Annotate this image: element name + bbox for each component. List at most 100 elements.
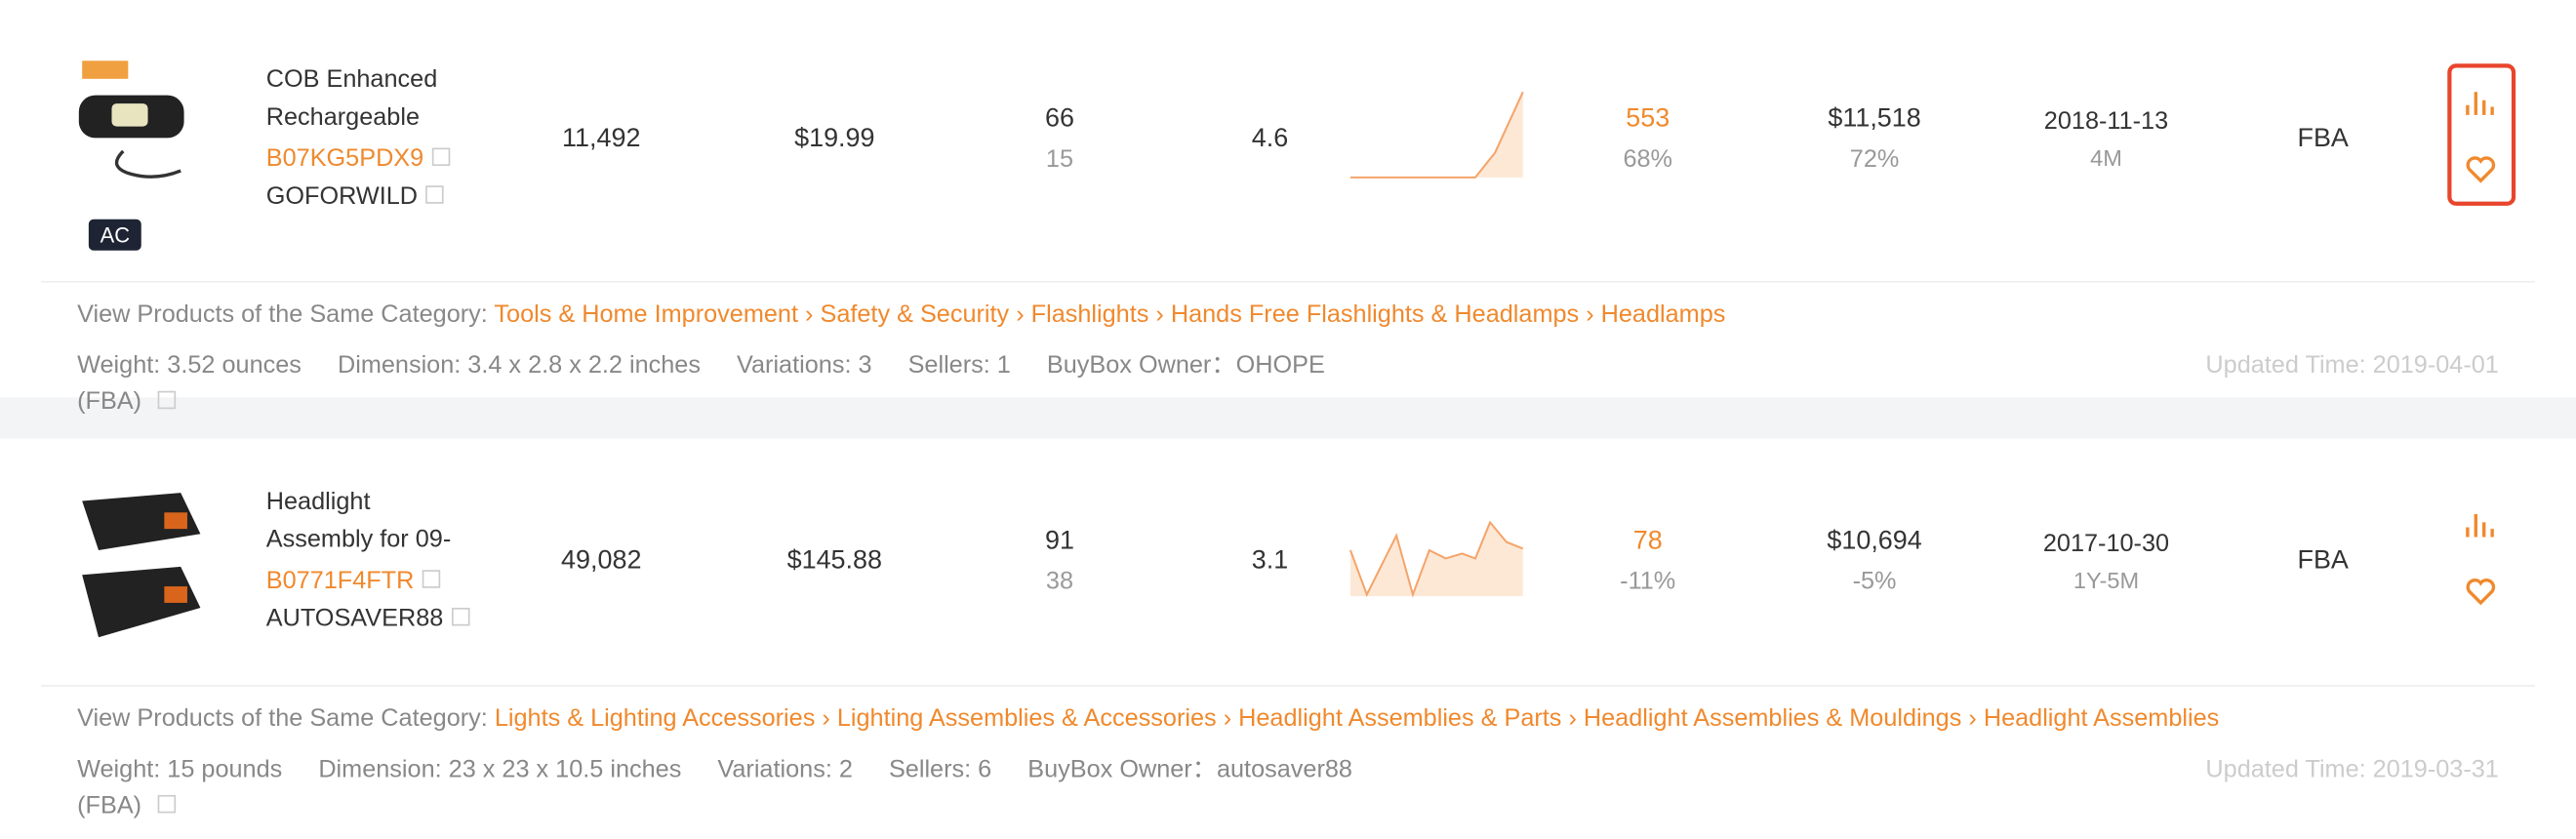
price: $145.88 xyxy=(786,546,883,576)
separator: › xyxy=(822,704,830,733)
sparkline xyxy=(1349,91,1524,179)
sparkline-area xyxy=(1349,92,1523,178)
detail: Sellers: 1 xyxy=(907,351,1011,380)
product-image xyxy=(82,493,201,551)
category-link[interactable]: Headlight Assemblies & Parts xyxy=(1238,704,1562,733)
sales: 11,492 xyxy=(562,124,641,153)
detail: Dimension: 3.4 x 2.8 x 2.2 inches xyxy=(337,351,701,380)
product-info: View Products of the Same Category: Tool… xyxy=(77,298,2499,420)
separator: › xyxy=(1568,704,1577,733)
product-image xyxy=(82,566,201,638)
category-path: View Products of the Same Category: Tool… xyxy=(77,298,2499,334)
category-link[interactable]: Hands Free Flashlights & Headlamps xyxy=(1170,300,1580,329)
launch-date: 2017-10-30 xyxy=(2042,529,2170,558)
divider xyxy=(41,685,2535,687)
category-link[interactable]: Headlight Assemblies & Mouldings xyxy=(1583,704,1962,733)
chart-icon[interactable] xyxy=(2466,92,2494,115)
category-link[interactable]: Headlamps xyxy=(1600,300,1726,329)
separator: › xyxy=(805,300,814,329)
rating: 3.1 xyxy=(1251,546,1289,576)
reviews-change: 38 xyxy=(1045,567,1074,596)
price: $19.99 xyxy=(794,124,875,153)
category-link[interactable]: Lights & Lighting Accessories xyxy=(494,704,816,733)
reviews: 66 xyxy=(1044,104,1074,134)
revenue: $10,694 xyxy=(1827,527,1922,556)
orders-change: -11% xyxy=(1620,567,1676,596)
revenue: $11,518 xyxy=(1828,104,1921,134)
product-image xyxy=(111,103,148,127)
detail: Variations: 3 xyxy=(737,351,872,380)
category-link[interactable]: Safety & Security xyxy=(820,300,1010,329)
category-label: View Products of the Same Category: xyxy=(77,704,488,733)
separator: › xyxy=(1223,704,1232,733)
detail: Weight: 15 pounds xyxy=(77,755,283,784)
favorite-icon[interactable] xyxy=(2466,156,2496,183)
asin: B0771F4FTR xyxy=(265,566,415,595)
detail: BuyBox Owner：autosaver88 (FBA) xyxy=(77,755,1352,820)
category-path: View Products of the Same Category: Ligh… xyxy=(77,701,2499,738)
external-icon xyxy=(157,794,177,814)
category-link[interactable]: Flashlights xyxy=(1030,300,1149,329)
details: Weight: 3.52 ounces Dimension: 3.4 x 2.8 … xyxy=(77,348,2499,420)
product-title: Rechargeable xyxy=(265,103,421,132)
chart-icon[interactable] xyxy=(2466,513,2494,538)
details: Weight: 15 pounds Dimension: 23 x 23 x 10… xyxy=(77,752,2499,824)
age: 4M xyxy=(2090,144,2122,172)
sparkline xyxy=(1349,520,1524,598)
category-link[interactable]: Headlight Assemblies xyxy=(1983,704,2220,733)
asin: B07KG5PDX9 xyxy=(265,144,424,173)
asin-link[interactable]: B0771F4FTR xyxy=(265,566,441,595)
detail-list: Weight: 3.52 ounces Dimension: 3.4 x 2.8 … xyxy=(77,348,1430,420)
favorite-icon[interactable] xyxy=(2466,579,2496,606)
product-image xyxy=(164,512,187,530)
selected-outline xyxy=(2447,63,2516,206)
detail: Dimension: 23 x 23 x 10.5 inches xyxy=(318,755,682,784)
divider xyxy=(41,280,2535,283)
product-image xyxy=(164,586,187,603)
reviews-change: 15 xyxy=(1045,145,1074,174)
brand: GOFORWILD xyxy=(266,182,444,211)
category-label: View Products of the Same Category: xyxy=(77,300,488,329)
fulfillment: FBA xyxy=(2297,546,2349,576)
badge: AC xyxy=(88,219,141,251)
image-ribbon xyxy=(82,60,129,79)
orders: 78 xyxy=(1632,527,1663,556)
sparkline-area xyxy=(1349,522,1523,597)
revenue-change: 72% xyxy=(1849,145,1900,174)
separator: › xyxy=(1155,300,1164,329)
asin-link[interactable]: B07KG5PDX9 xyxy=(265,144,451,173)
external-icon xyxy=(451,607,470,626)
orders: 553 xyxy=(1626,104,1670,134)
external-icon xyxy=(425,185,444,204)
category-link[interactable]: Tools & Home Improvement xyxy=(494,300,799,329)
external-icon xyxy=(157,390,177,410)
updated-time: Updated Time: 2019-03-31 xyxy=(2205,755,2499,784)
updated-time: Updated Time: 2019-04-01 xyxy=(2205,351,2499,380)
product-image xyxy=(114,149,181,179)
age: 1Y-5M xyxy=(2073,566,2140,593)
sales: 49,082 xyxy=(561,546,642,576)
row-separator xyxy=(0,397,2576,439)
revenue-change: -5% xyxy=(1852,567,1897,596)
brand: AUTOSAVER88 xyxy=(266,605,470,632)
product-title: COB Enhanced xyxy=(265,65,438,94)
detail: Variations: 2 xyxy=(717,755,853,784)
product-info: View Products of the Same Category: Ligh… xyxy=(77,701,2499,824)
reviews: 91 xyxy=(1044,527,1074,556)
rating: 4.6 xyxy=(1251,124,1289,153)
detail-list: Weight: 15 pounds Dimension: 23 x 23 x 10… xyxy=(77,752,1458,824)
detail: Sellers: 6 xyxy=(888,755,992,784)
category-link[interactable]: Lighting Assemblies & Accessories xyxy=(836,704,1217,733)
launch-date: 2018-11-13 xyxy=(2043,107,2169,136)
separator: › xyxy=(1016,300,1025,329)
detail: BuyBox Owner：OHOPE (FBA) xyxy=(77,351,1325,416)
orders-change: 68% xyxy=(1623,145,1673,174)
separator: › xyxy=(1586,300,1594,329)
brand-name: GOFORWILD xyxy=(265,181,419,211)
product-title: Headlight xyxy=(265,488,371,516)
external-icon xyxy=(422,570,441,588)
detail: Weight: 3.52 ounces xyxy=(77,351,302,380)
